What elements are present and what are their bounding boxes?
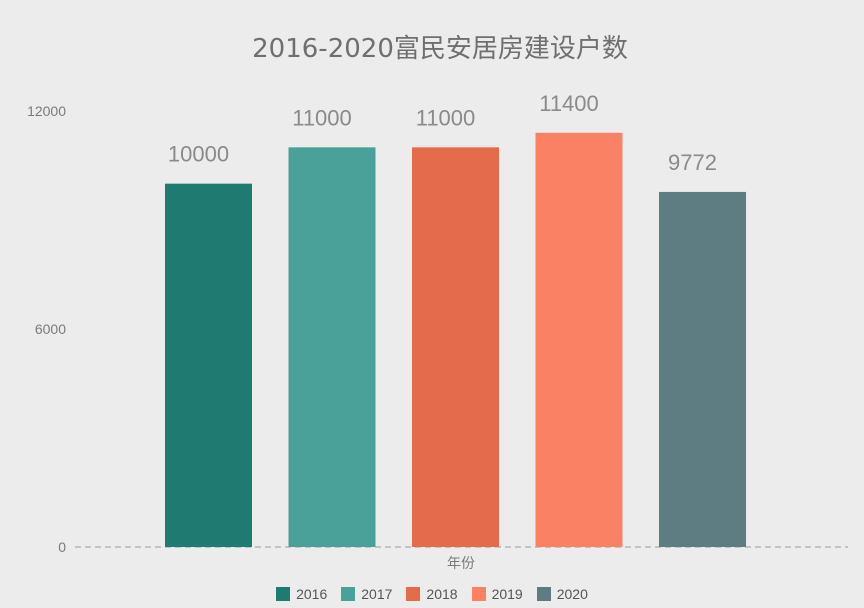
- data-labels-group: 10000 11000 11000 11400 9772: [168, 91, 717, 175]
- bar-2017: [288, 147, 376, 548]
- data-label-2019: 11400: [539, 91, 599, 116]
- legend-swatch: [471, 587, 486, 601]
- y-tick-label: 0: [58, 539, 66, 555]
- legend-label: 2018: [426, 586, 458, 602]
- data-label-2020: 9772: [668, 150, 717, 175]
- legend-item-2019: 2019: [471, 586, 523, 602]
- y-axis-ticks: 0 6000 12000: [27, 103, 66, 555]
- legend-label: 2020: [556, 586, 588, 602]
- bar-2019: [535, 132, 623, 548]
- legend-item-2017: 2017: [341, 586, 392, 602]
- data-label-2016: 10000: [168, 142, 229, 167]
- y-tick-label: 6000: [35, 321, 66, 337]
- legend: 2016 2017 2018 2019 2020: [0, 586, 864, 602]
- bar-2020: [659, 191, 746, 547]
- data-label-2018: 11000: [416, 105, 476, 130]
- legend-swatch: [536, 587, 551, 601]
- chart-title: 2016-2020富民安居房建设户数: [252, 34, 628, 64]
- y-tick-label: 12000: [27, 103, 66, 119]
- data-label-2017: 11000: [292, 105, 352, 130]
- legend-label: 2017: [361, 586, 393, 602]
- x-axis-label: 年份: [447, 556, 475, 572]
- legend-item-2018: 2018: [406, 586, 458, 602]
- bar-2016: [165, 183, 252, 547]
- legend-label: 2016: [296, 586, 328, 602]
- legend-item-2020: 2020: [536, 586, 588, 602]
- bar-2018: [412, 147, 499, 548]
- legend-item-2016: 2016: [276, 586, 327, 602]
- legend-swatch: [276, 587, 291, 601]
- legend-label: 2019: [491, 586, 523, 602]
- legend-swatch: [406, 587, 421, 601]
- bars-group: [165, 132, 746, 548]
- legend-swatch: [341, 587, 356, 601]
